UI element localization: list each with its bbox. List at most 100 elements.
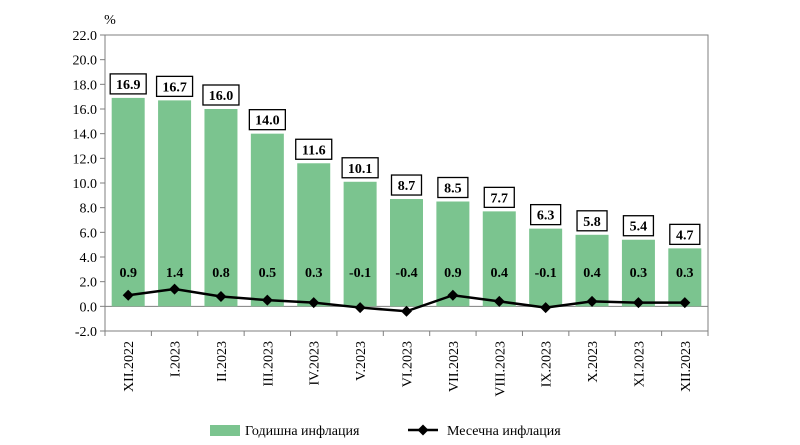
bar-value-box: [341, 157, 379, 179]
annual-inflation-bars: [111, 97, 702, 307]
axes: 22.0 20.0 18.0 16.0 14.0 12.0 10.0 8.0 6.0 4.0 2.0…: [73, 29, 709, 397]
bar-value-box: [622, 215, 655, 237]
bar-value-box: [390, 174, 423, 196]
line-point: [493, 295, 505, 307]
line-point: [169, 283, 181, 295]
bar-value-label: 8.7: [398, 179, 416, 194]
bar: [297, 163, 331, 307]
legend-label-annual: Годишна инфлация: [245, 424, 360, 439]
monthly-value-label: 0.3: [305, 266, 323, 281]
x-category-label: IX.2023: [540, 341, 555, 387]
bar-value-label: 8.5: [444, 182, 462, 197]
bar: [621, 239, 655, 307]
bar: [158, 100, 192, 307]
y-tick-label: 18.0: [73, 78, 98, 93]
x-category-label: IV.2023: [308, 341, 323, 385]
bar: [250, 133, 284, 307]
y-tick-label: 10.0: [73, 177, 98, 192]
y-tick-label: -2.0: [75, 325, 97, 340]
monthly-value-label: 0.3: [630, 266, 648, 281]
bar-value-box: [248, 109, 286, 131]
monthly-value-label: 0.4: [583, 266, 601, 281]
monthly-value-label: -0.4: [395, 266, 417, 281]
bar: [482, 211, 516, 307]
monthly-value-label: 0.4: [491, 266, 509, 281]
bar: [436, 201, 470, 307]
bar-value-box: [437, 176, 469, 199]
bar-value-label: 5.8: [583, 215, 601, 230]
monthly-value-label: 1.4: [166, 266, 184, 281]
y-tick-label: 14.0: [73, 128, 98, 143]
x-category-label: V.2023: [354, 341, 369, 381]
monthly-value-label: 0.3: [676, 266, 694, 281]
line-point: [632, 297, 644, 309]
legend-swatch-annual: [210, 425, 240, 436]
bar: [343, 181, 377, 307]
line-point: [447, 289, 459, 301]
y-tick-label: 12.0: [73, 152, 98, 167]
x-category-label: XI.2023: [632, 341, 647, 387]
y-tick-label: 16.0: [73, 103, 98, 118]
monthly-value-label: 0.8: [212, 266, 230, 281]
bar-value-label: 5.4: [630, 220, 648, 235]
bar-value-box: [155, 75, 194, 98]
monthly-value-label: 0.9: [444, 266, 462, 281]
bar-value-label: 14.0: [255, 114, 280, 129]
monthly-value-label: -0.1: [349, 266, 371, 281]
x-category-label: I.2023: [169, 341, 184, 377]
y-tick-label: 20.0: [73, 54, 98, 69]
line-point: [122, 289, 134, 301]
line-point: [354, 302, 366, 314]
line-point: [401, 305, 412, 317]
x-category-label: VI.2023: [401, 341, 416, 387]
bar: [204, 109, 238, 307]
y-axis-unit: %: [104, 13, 116, 28]
bar: [575, 234, 609, 307]
x-category-label: III.2023: [261, 341, 276, 387]
bar-value-label: 16.0: [209, 89, 234, 104]
bar-value-box: [295, 138, 333, 160]
x-category-label: X.2023: [586, 341, 601, 383]
bar: [529, 228, 563, 307]
x-category-label: XII.2023: [679, 341, 694, 392]
bar-value-label: 16.9: [116, 78, 141, 93]
x-category-label: VIII.2023: [493, 341, 508, 397]
y-tick-label: 6.0: [80, 226, 98, 241]
x-category-label: VII.2023: [447, 341, 462, 392]
bar-value-box: [483, 186, 515, 209]
x-category-label: II.2023: [215, 341, 230, 382]
bar-value-box: [669, 223, 701, 246]
monthly-value-label: 0.5: [259, 266, 277, 281]
line-point: [261, 294, 273, 306]
legend: Годишна инфлация Месечна инфлация: [210, 424, 561, 439]
y-tick-label: 22.0: [73, 29, 98, 44]
line-point: [586, 295, 598, 307]
bar-value-box: [530, 203, 562, 226]
y-tick-label: 2.0: [80, 276, 98, 291]
y-tick-label: 0.0: [80, 300, 98, 315]
legend-marker-monthly: [417, 424, 429, 436]
monthly-value-label: -0.1: [535, 266, 557, 281]
bar-value-box: [202, 84, 240, 106]
bar-value-label: 4.7: [676, 228, 694, 243]
bar: [390, 199, 423, 307]
bar-value-label: 16.7: [162, 80, 187, 95]
data-labels: 16.9 16.7 16.0 14.0 11.6 10.1 8.7 8.5 7.7 6.3 5.8 5…: [109, 73, 701, 281]
y-tick-label: 4.0: [80, 251, 98, 266]
bar-value-box: [109, 73, 147, 95]
bar-value-label: 6.3: [537, 209, 555, 224]
line-point: [540, 302, 552, 314]
bar-value-label: 7.7: [491, 191, 509, 206]
legend-label-monthly: Месечна инфлация: [447, 424, 561, 439]
line-point: [215, 290, 227, 302]
bar-value-label: 11.6: [302, 143, 326, 158]
bar-value-box: [576, 210, 608, 232]
line-point: [308, 297, 320, 309]
bar-value-label: 10.1: [348, 162, 373, 177]
x-category-label: XII.2022: [122, 341, 137, 392]
monthly-inflation-line: [122, 283, 691, 317]
line-point: [679, 297, 691, 309]
monthly-value-label: 0.9: [119, 266, 137, 281]
bar: [111, 97, 145, 307]
